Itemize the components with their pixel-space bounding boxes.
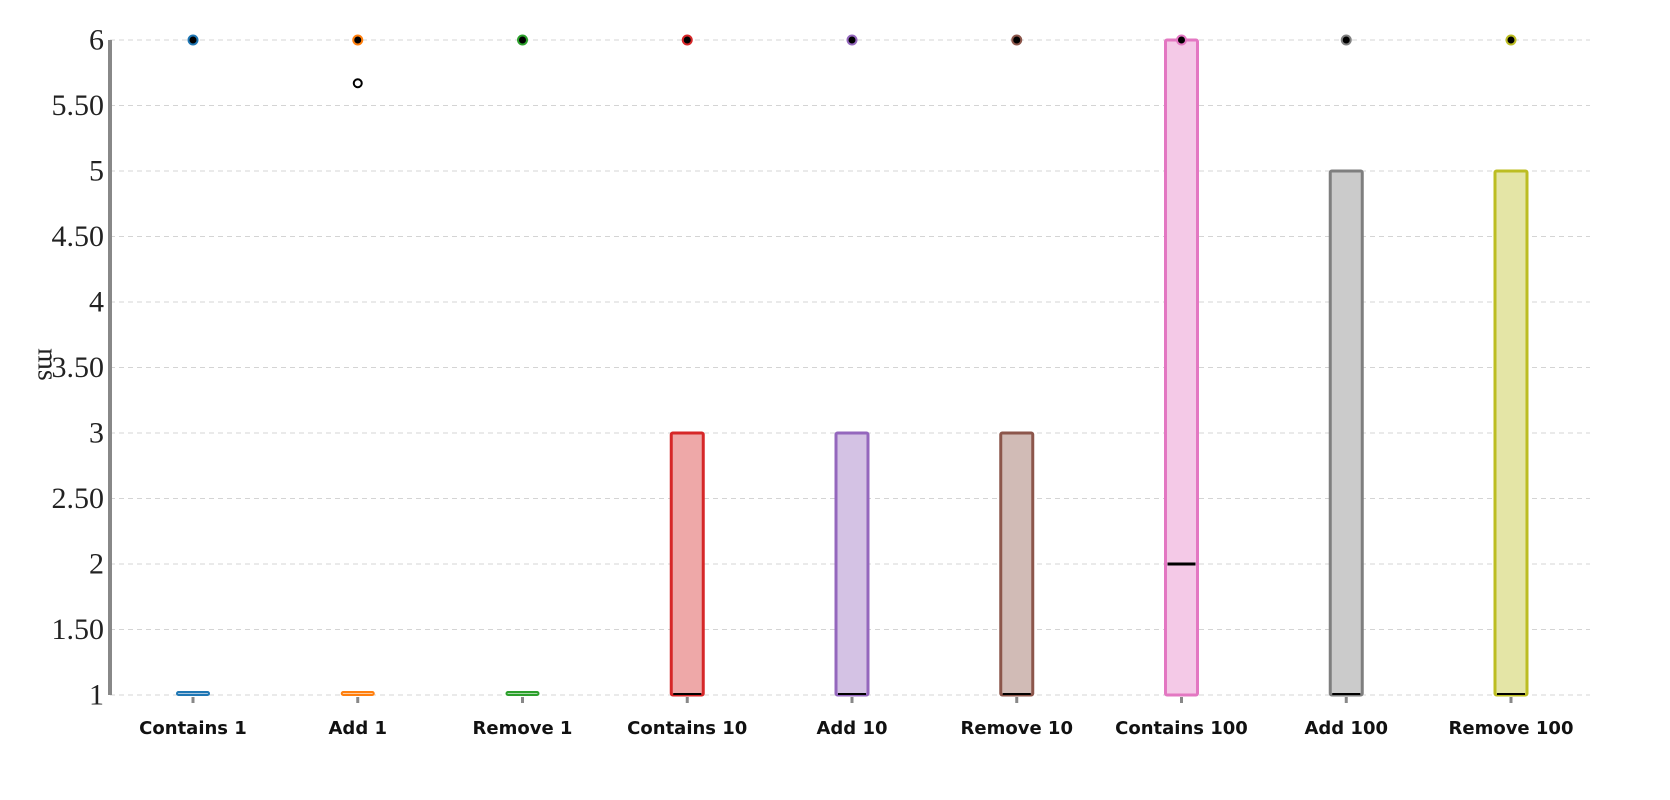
box-body (999, 431, 1035, 697)
x-tick-label: Remove 10 (961, 718, 1073, 739)
y-tick-label: 5.50 (52, 89, 105, 122)
y-tick-label: 4.50 (52, 220, 105, 253)
box-body (1164, 38, 1199, 697)
outlier-point (517, 34, 528, 46)
box-body (1493, 169, 1529, 697)
box-6 (999, 34, 1035, 697)
x-tick-label: Add 10 (816, 718, 887, 739)
y-tick-label: 3.50 (52, 351, 105, 384)
box-1 (176, 34, 210, 696)
outlier-point (352, 78, 363, 89)
outlier-point (187, 34, 199, 46)
box-4 (669, 34, 705, 697)
outlier-point (1176, 34, 1187, 46)
y-axis-ticks: 1 1.50 2 2.50 3 3.50 4 4.50 5 5.50 6 (52, 24, 105, 712)
box-body (340, 691, 375, 696)
y-tick-label: 1.50 (52, 613, 105, 646)
outlier-point (846, 34, 858, 46)
x-tick-label: Remove 1 (473, 718, 573, 739)
y-tick-label: 2 (89, 548, 104, 581)
box-body (1328, 169, 1364, 697)
y-tick-label: 5 (89, 155, 104, 188)
y-axis-label: ms (32, 348, 63, 381)
x-axis-ticks: Contains 1 Add 1 Remove 1 Contains 10 Add 10… (139, 697, 1573, 739)
y-tick-label: 1 (89, 679, 104, 712)
outlier-point (1340, 34, 1352, 46)
x-tick-label: Contains 10 (627, 718, 747, 739)
y-tick-label: 2.50 (52, 482, 105, 515)
y-tick-label: 6 (89, 24, 104, 57)
box-3 (505, 34, 540, 696)
x-tick-label: Add 100 (1304, 718, 1388, 739)
x-tick-label: Contains 1 (139, 718, 247, 739)
box-body (834, 431, 870, 697)
x-tick-label: Remove 100 (1449, 718, 1574, 739)
box-7 (1164, 34, 1199, 697)
boxes (176, 34, 1529, 697)
box-9 (1493, 34, 1529, 697)
outlier-point (1011, 34, 1023, 46)
box-8 (1328, 34, 1364, 697)
outlier-point (681, 34, 693, 46)
y-tick-label: 4 (89, 286, 104, 319)
x-tick-label: Add 1 (329, 718, 388, 739)
box-body (505, 691, 540, 696)
box-5 (834, 34, 870, 697)
box-body (176, 691, 210, 696)
y-tick-label: 3 (89, 417, 104, 450)
outlier-point (1505, 34, 1517, 46)
box-2 (340, 34, 375, 696)
outlier-point (352, 34, 364, 46)
box-body (669, 431, 705, 697)
x-tick-label: Contains 100 (1115, 718, 1248, 739)
